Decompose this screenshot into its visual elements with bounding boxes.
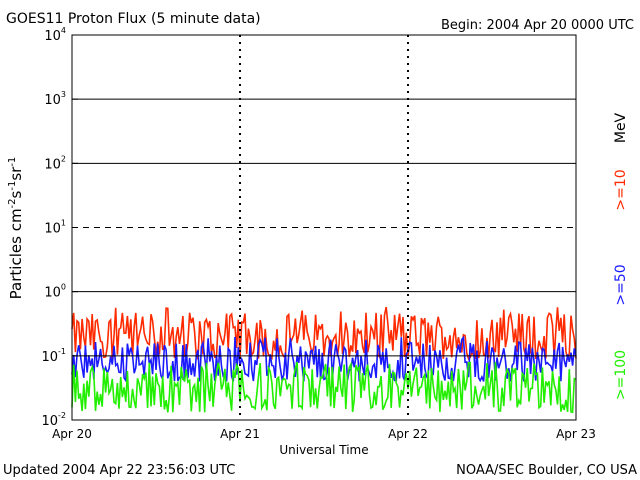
series-line-ge50 (71, 335, 577, 383)
y-tick-label: 100 (44, 283, 66, 301)
updated-timestamp: Updated 2004 Apr 22 23:56:03 UTC (3, 463, 235, 478)
y-tick-label: 104 (44, 26, 66, 44)
y-axis-label-exp2: -1 (7, 181, 18, 191)
y-axis-ticks: 104 103 102 101 100 10-1 10-2 (41, 26, 78, 429)
y-axis-label-exp3: -1 (7, 157, 18, 167)
begin-time: Begin: 2004 Apr 20 0000 UTC (441, 18, 634, 33)
x-tick-label: Apr 20 (52, 427, 92, 441)
y-tick-label: 10-1 (41, 347, 66, 365)
y-axis-label: Particles cm-2s-1sr-1 (7, 157, 25, 300)
legend: MeV >=10 >=50 >=100 (613, 112, 629, 400)
grid-layer (72, 35, 576, 420)
legend-item-ge100: >=100 (613, 350, 629, 400)
chart-title: GOES11 Proton Flux (5 minute data) (6, 11, 261, 27)
series-line-ge100 (71, 361, 577, 414)
y-axis-label-base: Particles cm (7, 208, 25, 299)
y-axis-label-s: s (7, 190, 25, 198)
x-tick-label: Apr 23 (556, 427, 596, 441)
y-axis-label-sr: sr (7, 166, 25, 181)
x-tick-label: Apr 21 (220, 427, 260, 441)
x-axis-ticks: Apr 20 Apr 21 Apr 22 Apr 23 (52, 427, 596, 441)
y-tick-label: 103 (44, 90, 66, 108)
x-tick-label: Apr 22 (388, 427, 428, 441)
series-layer (71, 306, 577, 414)
x-axis-label: Universal Time (279, 443, 368, 457)
legend-item-ge50: >=50 (613, 264, 629, 305)
legend-unit: MeV (613, 112, 629, 143)
y-tick-label: 102 (44, 154, 66, 172)
y-tick-label: 10-2 (41, 411, 66, 429)
y-axis-label-exp1: -2 (7, 198, 18, 208)
y-tick-label: 101 (44, 219, 66, 237)
legend-item-ge10: >=10 (613, 169, 629, 210)
credit-label: NOAA/SEC Boulder, CO USA (456, 463, 637, 478)
